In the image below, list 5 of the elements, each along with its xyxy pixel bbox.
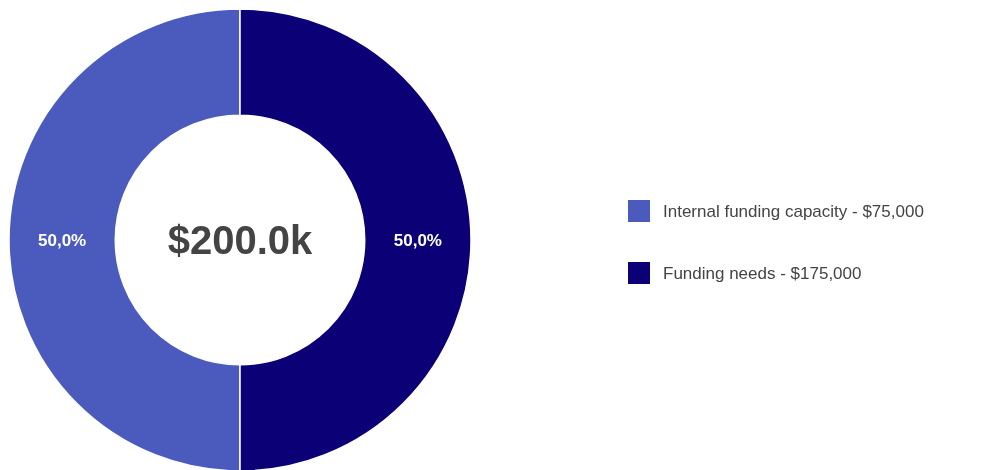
text: $200.0k bbox=[167, 218, 314, 262]
data-label: 50,0% bbox=[38, 230, 87, 250]
data-label: 50,0% bbox=[393, 230, 442, 250]
legend-label: Funding needs - $175,000 bbox=[663, 263, 862, 283]
legend-label: Internal funding capacity - $75,000 bbox=[663, 201, 924, 221]
